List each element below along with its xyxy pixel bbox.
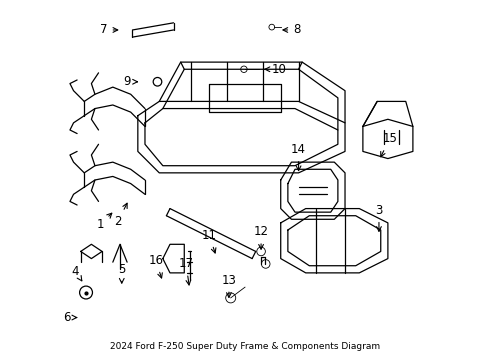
Text: 7: 7	[100, 23, 118, 36]
Text: 8: 8	[283, 23, 300, 36]
Text: 14: 14	[291, 143, 306, 171]
Text: 11: 11	[202, 229, 217, 253]
Text: 6: 6	[63, 311, 76, 324]
Text: 3: 3	[375, 204, 383, 231]
Text: 2024 Ford F-250 Super Duty Frame & Components Diagram: 2024 Ford F-250 Super Duty Frame & Compo…	[110, 342, 380, 351]
Text: 15: 15	[381, 132, 397, 157]
Text: 13: 13	[221, 274, 236, 297]
Text: 12: 12	[254, 225, 269, 249]
Text: 9: 9	[123, 75, 137, 88]
Text: 5: 5	[118, 263, 125, 283]
Text: 10: 10	[265, 63, 286, 76]
Text: 4: 4	[72, 265, 82, 281]
Text: 2: 2	[115, 203, 127, 228]
Text: 1: 1	[97, 213, 112, 231]
Text: 16: 16	[148, 254, 163, 278]
Text: 17: 17	[178, 257, 194, 285]
